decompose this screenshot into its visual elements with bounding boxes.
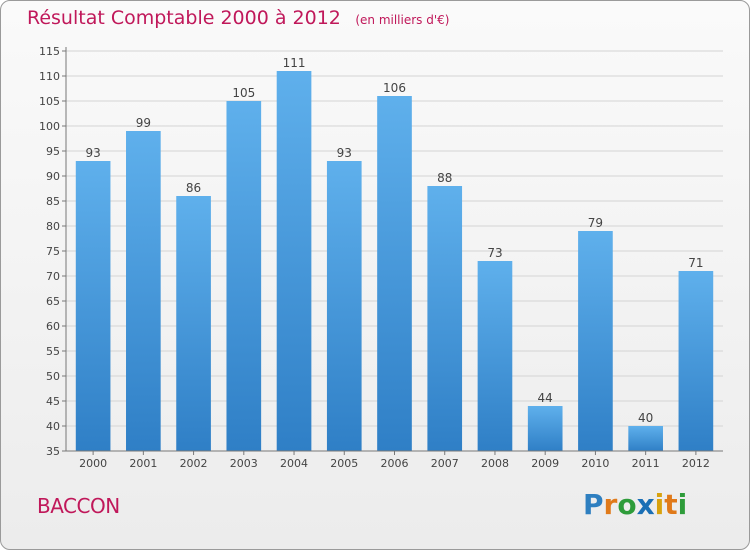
bar-2004 (276, 71, 312, 451)
data-label-2009: 44 (538, 391, 553, 405)
y-tick-label: 110 (39, 70, 60, 83)
bar-2006 (377, 96, 412, 451)
x-tick-label-2011: 2011 (632, 457, 660, 470)
data-label-2004: 111 (283, 56, 306, 70)
title-row: Résultat Comptable 2000 à 2012 (en milli… (27, 7, 449, 29)
data-label-2011: 40 (638, 411, 653, 425)
y-tick-label: 105 (39, 95, 60, 108)
logo-letter: i (654, 488, 665, 521)
x-tick-label-2012: 2012 (682, 457, 710, 470)
logo-letter: P (583, 488, 604, 521)
bar-2001 (126, 131, 161, 451)
x-tick-label-2009: 2009 (531, 457, 559, 470)
data-label-2010: 79 (588, 216, 603, 230)
bar-2000 (75, 161, 111, 451)
y-tick-label: 45 (46, 395, 60, 408)
bar-2009 (527, 406, 563, 451)
data-label-2002: 86 (186, 181, 201, 195)
data-label-2005: 93 (337, 146, 352, 160)
y-tick-label: 40 (46, 420, 60, 433)
y-tick-label: 80 (46, 220, 60, 233)
logo-letter: x (636, 488, 655, 521)
y-tick-label: 75 (46, 245, 60, 258)
data-label-2000: 93 (85, 146, 100, 160)
data-label-2001: 99 (136, 116, 151, 130)
chart-subtitle: (en milliers d'€) (355, 13, 450, 27)
bar-layer: 93 99 86 105 111 93 106 88 73 44 79 40 71 (75, 56, 714, 451)
y-tick-label: 35 (46, 445, 60, 458)
x-tick-label-2003: 2003 (230, 457, 258, 470)
bar-2007 (427, 186, 463, 451)
x-tick-label-2002: 2002 (180, 457, 208, 470)
logo-letter: o (617, 488, 637, 521)
y-tick-label: 70 (46, 270, 60, 283)
logo-letter: r (603, 488, 618, 521)
logo-letter: i (677, 488, 688, 521)
x-tick-label-2001: 2001 (129, 457, 157, 470)
y-tick-label: 85 (46, 195, 60, 208)
x-tick-label-2010: 2010 (581, 457, 609, 470)
x-tick-label-2006: 2006 (381, 457, 409, 470)
data-label-2008: 73 (487, 246, 502, 260)
bar-2012 (678, 271, 714, 451)
y-tick-label: 115 (39, 45, 60, 58)
bar-2002 (176, 196, 211, 451)
y-tick-label: 55 (46, 345, 60, 358)
bar-2011 (628, 426, 663, 451)
data-label-2007: 88 (437, 171, 452, 185)
bar-2010 (578, 231, 613, 451)
y-tick-label: 60 (46, 320, 60, 333)
y-tick-label: 90 (46, 170, 60, 183)
y-tick-label: 50 (46, 370, 60, 383)
data-label-2006: 106 (383, 81, 406, 95)
data-label-2003: 105 (232, 86, 255, 100)
bar-2003 (226, 101, 262, 451)
x-tick-label-2005: 2005 (330, 457, 358, 470)
data-label-2012: 71 (688, 256, 703, 270)
y-tick-label: 65 (46, 295, 60, 308)
axis-layer: 35 40 45 50 55 60 65 70 75 80 85 90 95 100 105 110 115 20… (39, 45, 723, 470)
x-tick-label-2000: 2000 (79, 457, 107, 470)
chart-title: Résultat Comptable 2000 à 2012 (27, 7, 341, 29)
y-tick-label: 100 (39, 120, 60, 133)
logo-letter: t (664, 488, 678, 521)
town-name: BACCON (37, 494, 120, 518)
x-tick-label-2004: 2004 (280, 457, 308, 470)
x-tick-label-2007: 2007 (431, 457, 459, 470)
proxiti-logo[interactable]: Proxiti (583, 488, 687, 521)
bar-2005 (326, 161, 362, 451)
y-tick-label: 95 (46, 145, 60, 158)
x-tick-label-2008: 2008 (481, 457, 509, 470)
bar-2008 (477, 261, 513, 451)
